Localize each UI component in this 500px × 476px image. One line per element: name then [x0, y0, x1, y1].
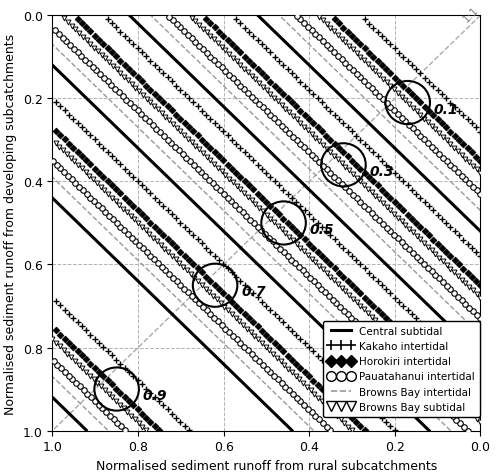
Text: 0.1: 0.1	[434, 102, 458, 117]
Text: 0.5: 0.5	[310, 223, 334, 237]
Text: 1:1: 1:1	[461, 5, 480, 25]
X-axis label: Normalised sediment runoff from rural subcatchments: Normalised sediment runoff from rural su…	[96, 459, 437, 472]
Text: 0.7: 0.7	[242, 285, 266, 299]
Legend: Central subtidal, Kakaho intertidal, Horokiri intertidal, Pauatahanui intertidal: Central subtidal, Kakaho intertidal, Hor…	[323, 321, 480, 417]
Y-axis label: Normalised sediment runoff from developing subcatchments: Normalised sediment runoff from developi…	[4, 33, 17, 414]
Text: 0.9: 0.9	[143, 388, 168, 402]
Text: 0.3: 0.3	[370, 165, 394, 178]
